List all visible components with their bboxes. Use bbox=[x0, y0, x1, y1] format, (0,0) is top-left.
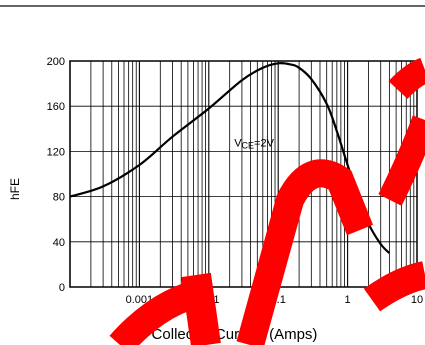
y-tick-label: 80 bbox=[53, 192, 65, 204]
watermark-stroke-o bbox=[236, 159, 373, 345]
y-tick-label: 120 bbox=[47, 146, 65, 158]
grid-lines bbox=[69, 60, 417, 288]
annotation-sub: CE bbox=[242, 140, 255, 150]
x-tick-label: 10 bbox=[411, 294, 423, 306]
y-tick-label: 40 bbox=[53, 237, 65, 249]
annotation-rest: =2V bbox=[254, 137, 275, 149]
watermark-sos bbox=[109, 57, 425, 345]
annotation-main: V bbox=[234, 137, 242, 149]
x-tick-label: 1 bbox=[345, 294, 351, 306]
x-axis-title: Ic - Collector Current (Amps) bbox=[127, 326, 318, 343]
plot-frame bbox=[69, 60, 418, 288]
watermark-stroke-s3 bbox=[378, 115, 425, 206]
watermark-stroke-s4 bbox=[388, 57, 425, 100]
watermark-stroke-s2 bbox=[109, 278, 208, 345]
y-tick-label: 200 bbox=[47, 56, 65, 68]
y-axis-title: hFE bbox=[8, 178, 22, 200]
y-tick-label: 160 bbox=[47, 101, 65, 113]
y-tick-label: 0 bbox=[59, 282, 65, 294]
annotation-vce-2v: VCE=2V bbox=[234, 137, 274, 150]
watermark-stroke-s5 bbox=[363, 261, 425, 312]
